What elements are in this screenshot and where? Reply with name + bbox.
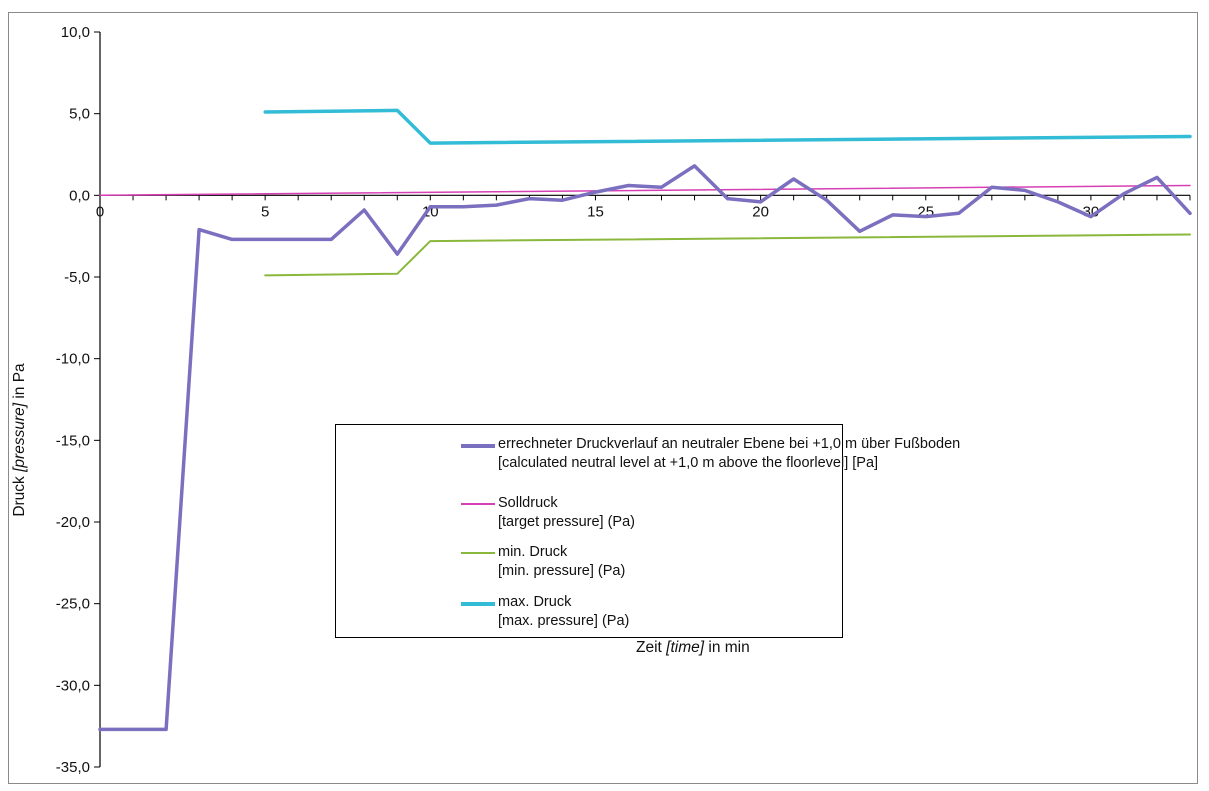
series-line-max: [263, 108, 1192, 145]
y-tick-label: 10,0: [61, 24, 90, 41]
x-tick-label: 5: [261, 203, 269, 220]
y-tick-label: -35,0: [56, 759, 90, 776]
legend-swatch-target: [461, 503, 495, 505]
x-axis-label-prefix: Zeit: [636, 639, 667, 656]
series-lines: [98, 108, 1192, 732]
legend-text-min: min. Druck [min. pressure] (Pa): [498, 543, 625, 581]
legend-text-target: Solldruck [target pressure] (Pa): [498, 494, 635, 532]
y-tick-label: -5,0: [64, 269, 90, 286]
x-axis-label: Zeit [time] in min: [636, 639, 750, 657]
y-tick-label: 0,0: [69, 187, 90, 204]
legend-swatch-calculated: [461, 444, 495, 448]
legend-sublabel-max: [max. pressure] (Pa): [498, 613, 630, 629]
legend-swatch-min: [461, 552, 495, 554]
y-axis-label-prefix: Druck: [11, 471, 28, 517]
series-line-calculated: [98, 164, 1192, 732]
x-tick-label: 0: [96, 203, 104, 220]
legend-label-calculated: errechneter Druckverlauf an neutraler Eb…: [498, 436, 961, 452]
y-tick-label: -10,0: [56, 351, 90, 368]
y-tick-label: -20,0: [56, 514, 90, 531]
legend-sublabel-target: [target pressure] (Pa): [498, 514, 635, 530]
y-tick-label: -25,0: [56, 596, 90, 613]
legend: errechneter Druckverlauf an neutraler Eb…: [335, 424, 960, 638]
y-axis-label: Druck [pressure] in Pa: [11, 363, 29, 516]
series-line-min: [264, 233, 1191, 277]
y-tick-label: -15,0: [56, 432, 90, 449]
x-axis-label-italic: [time]: [666, 639, 705, 656]
legend-sublabel-min: [min. pressure] (Pa): [498, 563, 626, 579]
axes: 10,0 5,0 0,0 -5,0 -10,0 -15,0 -20,0 -25,0 -30,0 -…: [56, 24, 1191, 776]
legend-text-calculated: errechneter Druckverlauf an neutraler Eb…: [498, 435, 960, 473]
legend-label-min: min. Druck: [498, 544, 568, 560]
x-axis-label-suffix: in min: [704, 639, 750, 656]
y-tick-label: -30,0: [56, 677, 90, 694]
legend-label-max: max. Druck: [498, 594, 572, 610]
legend-swatch-max: [461, 602, 495, 606]
x-tick-label: 20: [752, 203, 769, 220]
legend-sublabel-calculated: [calculated neutral level at +1,0 m abov…: [498, 455, 879, 471]
legend-text-max: max. Druck [max. pressure] (Pa): [498, 593, 629, 631]
y-axis-label-italic: [pressure]: [11, 402, 28, 472]
x-tick-label: 15: [587, 203, 604, 220]
legend-label-target: Solldruck: [498, 495, 558, 511]
chart-frame: [8, 12, 1198, 784]
y-axis-label-suffix: in Pa: [11, 363, 28, 403]
y-tick-label: 5,0: [69, 106, 90, 123]
